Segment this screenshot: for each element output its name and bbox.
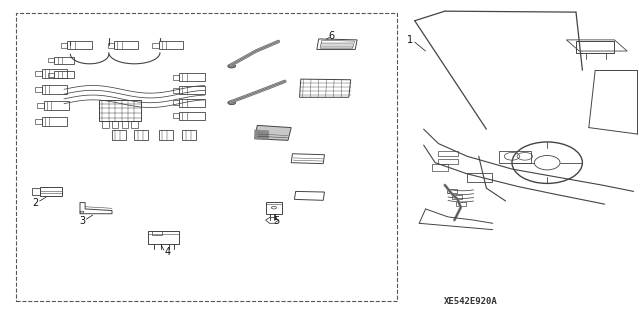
- Bar: [447, 189, 457, 193]
- Bar: [61, 43, 67, 48]
- Bar: [134, 130, 148, 140]
- Bar: [173, 75, 179, 80]
- Bar: [112, 121, 118, 128]
- Bar: [159, 41, 183, 49]
- Bar: [432, 164, 448, 171]
- Bar: [152, 231, 162, 235]
- Bar: [179, 99, 205, 107]
- Text: 3: 3: [79, 216, 85, 226]
- Text: XE542E920A: XE542E920A: [444, 297, 497, 306]
- Bar: [48, 58, 54, 63]
- Bar: [54, 71, 74, 78]
- Bar: [99, 100, 141, 121]
- Bar: [35, 71, 42, 76]
- Bar: [35, 119, 42, 124]
- Bar: [54, 57, 74, 64]
- Bar: [266, 202, 282, 214]
- Bar: [114, 41, 138, 49]
- Bar: [42, 69, 67, 78]
- Text: 2: 2: [32, 197, 38, 208]
- Bar: [32, 188, 40, 195]
- Text: 1: 1: [406, 35, 413, 45]
- Bar: [438, 151, 458, 156]
- Polygon shape: [255, 130, 269, 139]
- Bar: [112, 130, 126, 140]
- Bar: [102, 121, 109, 128]
- Bar: [173, 88, 179, 93]
- Bar: [48, 72, 54, 77]
- Bar: [67, 41, 92, 49]
- Bar: [179, 73, 205, 81]
- Bar: [173, 113, 179, 118]
- Bar: [42, 85, 67, 94]
- Circle shape: [228, 64, 236, 68]
- Bar: [122, 121, 128, 128]
- Bar: [467, 173, 492, 182]
- Bar: [108, 43, 114, 48]
- Bar: [16, 13, 397, 301]
- Bar: [131, 121, 138, 128]
- Bar: [173, 100, 179, 105]
- Bar: [152, 43, 159, 48]
- Bar: [179, 86, 205, 94]
- Bar: [438, 159, 458, 164]
- Text: 5: 5: [273, 216, 280, 226]
- Bar: [42, 117, 67, 126]
- Bar: [44, 101, 69, 110]
- Bar: [179, 112, 205, 120]
- Text: 6: 6: [328, 31, 335, 41]
- Bar: [35, 87, 42, 92]
- Bar: [456, 202, 466, 206]
- Bar: [40, 187, 62, 196]
- Text: 4: 4: [164, 247, 171, 257]
- Bar: [182, 130, 196, 140]
- Bar: [452, 195, 462, 199]
- Bar: [37, 103, 44, 108]
- Polygon shape: [255, 125, 291, 140]
- Bar: [148, 231, 179, 244]
- Bar: [159, 130, 173, 140]
- Circle shape: [228, 101, 236, 105]
- Bar: [499, 151, 531, 163]
- Bar: [576, 41, 614, 53]
